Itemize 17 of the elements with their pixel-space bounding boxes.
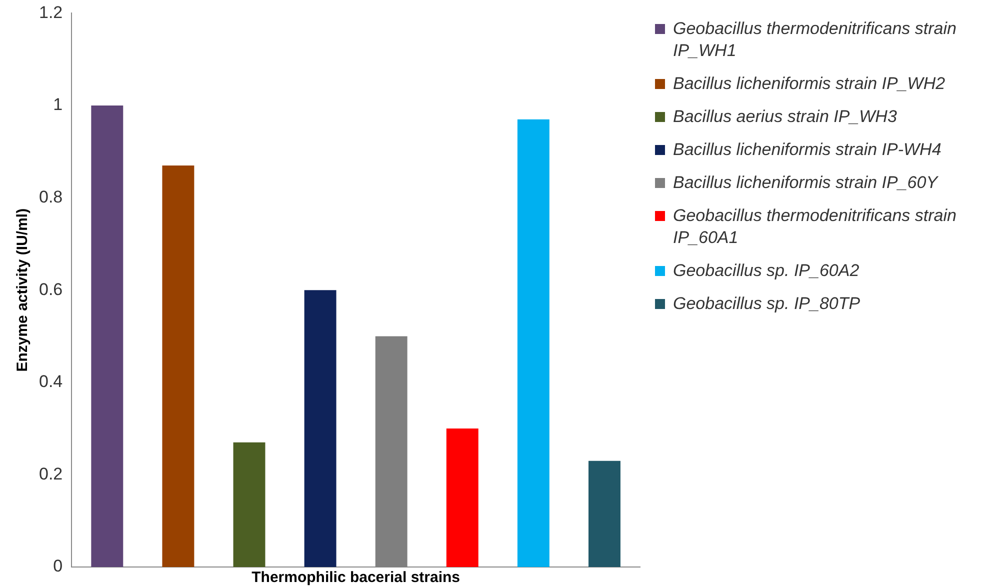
y-tick-label: 0.4 [38, 372, 63, 392]
y-tick-label: 0.6 [38, 280, 63, 299]
y-tick-label: 0.8 [38, 187, 63, 206]
legend-label: Bacillus licheniformis strain IP-WH4 [673, 139, 942, 161]
legend-label: Geobacillus thermodenitrificans strain IP_60A1 [673, 205, 958, 249]
y-tick-label: 0.2 [38, 464, 63, 484]
y-axis-title: Enzyme activity (IU/ml) [14, 208, 32, 372]
x-axis-title: Thermophilic bacerial strains [252, 569, 460, 586]
y-tick-label: 1 [53, 95, 63, 114]
legend-label: Bacillus licheniformis strain IP_WH2 [673, 73, 946, 95]
y-tick-label: 1.2 [38, 2, 63, 22]
y-tick-label: 0 [53, 556, 63, 576]
legend-label: Bacillus aerius strain IP_WH3 [673, 106, 897, 128]
legend-label: Geobacillus sp. IP_80TP [673, 293, 860, 315]
legend-label: Geobacillus thermodenitrificans strain IP_WH1 [673, 18, 958, 62]
legend-label: Bacillus licheniformis strain IP_60Y [673, 172, 938, 194]
legend-label: Geobacillus sp. IP_60A2 [673, 260, 860, 282]
